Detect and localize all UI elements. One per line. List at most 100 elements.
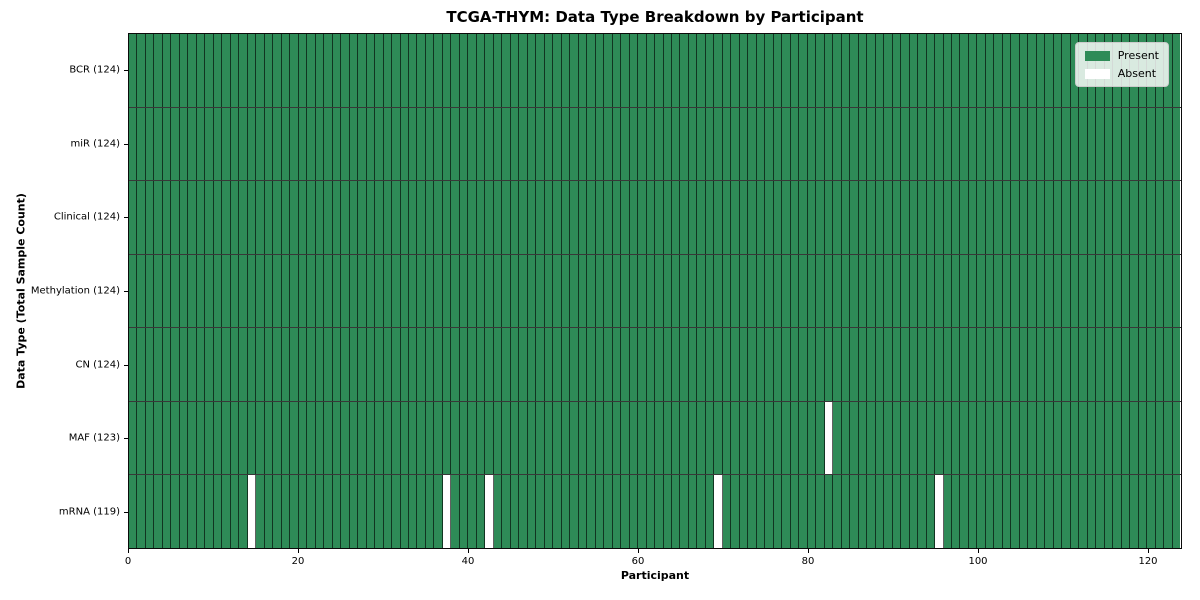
heatmap-cell: [977, 254, 986, 328]
heatmap-cell: [663, 34, 672, 107]
heatmap-cell: [222, 401, 231, 475]
heatmap-cell: [366, 107, 376, 181]
heatmap-cell: [595, 34, 605, 107]
heatmap-cell: [680, 328, 689, 401]
heatmap-cell: [799, 328, 808, 401]
heatmap-cell: [400, 107, 409, 181]
heatmap-cell: [358, 107, 367, 181]
heatmap-cell: [519, 328, 528, 401]
heatmap-cell: [655, 401, 664, 475]
heatmap-cell: [951, 34, 961, 107]
heatmap-cell: [926, 401, 936, 475]
heatmap-cell: [256, 254, 265, 328]
heatmap-cell: [544, 328, 554, 401]
heatmap-cell: [408, 34, 418, 107]
heatmap-cell: [578, 328, 588, 401]
heatmap-cell: [604, 107, 613, 181]
y-tick-mark: [124, 291, 128, 292]
heatmap-cell: [290, 34, 299, 107]
heatmap-cell: [621, 254, 630, 328]
heatmap-cell: [756, 401, 766, 475]
heatmap-cell: [714, 254, 723, 328]
heatmap-cell: [553, 254, 562, 328]
heatmap-cell: [731, 328, 740, 401]
heatmap-cell: [1130, 107, 1139, 181]
heatmap-cell: [154, 181, 163, 254]
heatmap-cell: [188, 254, 197, 328]
heatmap-cell: [400, 34, 409, 107]
heatmap-cell: [629, 34, 639, 107]
heatmap-cell: [162, 181, 172, 254]
heatmap-cell: [324, 254, 333, 328]
heatmap-cell: [1104, 181, 1114, 254]
heatmap-cell: [646, 107, 656, 181]
heatmap-cell: [638, 34, 647, 107]
heatmap-cell: [1062, 181, 1071, 254]
heatmap-cell: [298, 254, 308, 328]
heatmap-cell: [901, 328, 910, 401]
heatmap-cell: [442, 107, 452, 181]
heatmap-cell: [621, 34, 630, 107]
heatmap-cell: [366, 401, 376, 475]
heatmap-cell: [748, 181, 757, 254]
heatmap-cell: [1011, 181, 1020, 254]
x-tick-mark: [128, 549, 129, 553]
heatmap-cell: [417, 475, 426, 549]
heatmap-cell: [612, 401, 622, 475]
heatmap-cell: [867, 475, 876, 549]
heatmap-cell: [875, 401, 885, 475]
heatmap-cell: [892, 34, 902, 107]
heatmap-cell: [892, 107, 902, 181]
heatmap-cell: [722, 401, 732, 475]
heatmap-cell: [273, 254, 282, 328]
x-tick-label: 20: [291, 556, 305, 567]
heatmap-cell: [655, 254, 664, 328]
heatmap-cell: [799, 34, 808, 107]
heatmap-cell: [638, 181, 647, 254]
heatmap-cell: [663, 475, 672, 549]
heatmap-cell: [705, 34, 715, 107]
heatmap-cell: [1002, 34, 1012, 107]
heatmap-cell: [1011, 475, 1020, 549]
heatmap-cell: [672, 107, 681, 181]
heatmap-cell: [290, 328, 299, 401]
heatmap-cell: [697, 475, 706, 549]
heatmap-cell: [544, 181, 554, 254]
heatmap-cell: [1087, 475, 1097, 549]
heatmap-cell: [408, 475, 418, 549]
heatmap-cell: [816, 181, 825, 254]
legend-label: Absent: [1117, 67, 1157, 80]
heatmap-cell: [1028, 181, 1037, 254]
heatmap-cell: [332, 34, 342, 107]
heatmap-cell: [137, 401, 146, 475]
heatmap-cell: [858, 181, 868, 254]
heatmap-cell: [909, 328, 919, 401]
heatmap-cell: [595, 475, 605, 549]
heatmap-cell: [646, 34, 656, 107]
heatmap-cell: [688, 34, 698, 107]
heatmap-cell: [493, 475, 503, 549]
heatmap-cell: [273, 107, 282, 181]
heatmap-cell: [527, 34, 537, 107]
heatmap-cell: [298, 475, 308, 549]
heatmap-cell: [943, 181, 952, 254]
heatmap-cell: [1028, 475, 1037, 549]
heatmap-cell: [790, 181, 800, 254]
heatmap-cell: [145, 181, 155, 254]
heatmap-cell: [476, 34, 486, 107]
heatmap-cell: [790, 254, 800, 328]
heatmap-cell: [739, 328, 749, 401]
heatmap-cell: [341, 181, 350, 254]
heatmap-cell: [1087, 181, 1097, 254]
heatmap-cell: [587, 475, 596, 549]
heatmap-cell: [875, 181, 885, 254]
heatmap-cell: [1155, 181, 1165, 254]
heatmap-cell: [722, 475, 732, 549]
heatmap-cell: [884, 401, 893, 475]
heatmap-cell: [595, 107, 605, 181]
heatmap-cell: [196, 328, 206, 401]
heatmap-cell: [179, 328, 189, 401]
heatmap-cell: [400, 328, 409, 401]
heatmap-cell: [1019, 254, 1029, 328]
heatmap-cell: [884, 254, 893, 328]
